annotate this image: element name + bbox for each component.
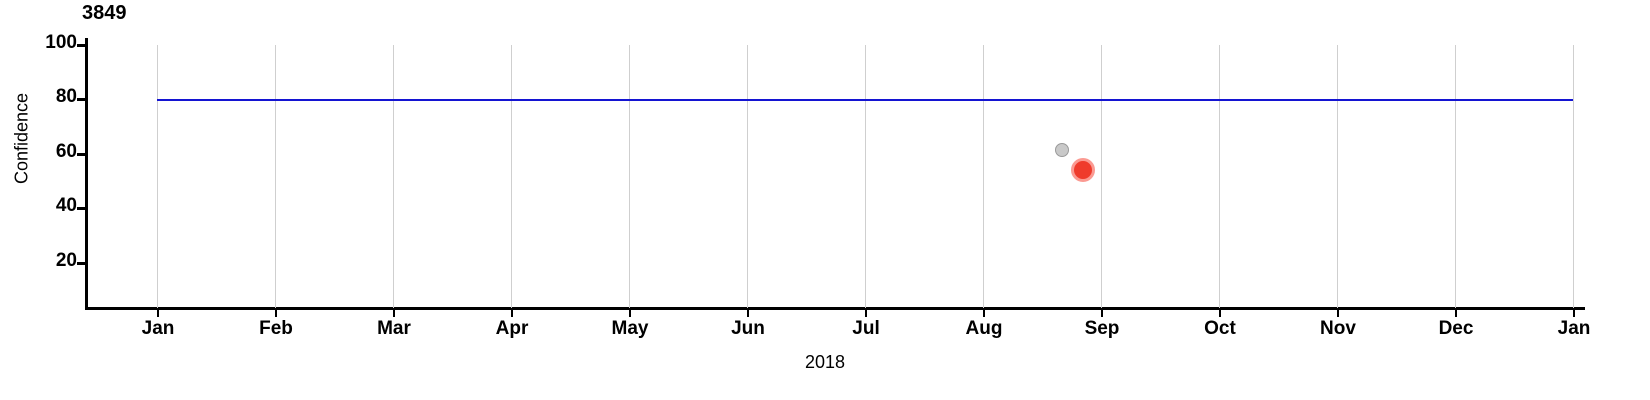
gridline [275, 45, 276, 308]
gray-data-point[interactable] [1055, 143, 1069, 157]
x-tick-label: Jan [1557, 318, 1591, 339]
x-tick-label: Sep [1084, 318, 1120, 339]
x-axis-spine [85, 307, 1585, 310]
y-axis-spine [85, 38, 88, 310]
threshold-line [157, 99, 1573, 101]
x-tick-mark [157, 308, 159, 317]
x-axis-label: 2018 [804, 352, 846, 372]
gridline [865, 45, 866, 308]
x-tick-mark [1455, 308, 1457, 317]
y-tick-mark [77, 98, 85, 101]
chart-title: 3849 [82, 2, 127, 24]
gridline [1101, 45, 1102, 308]
gridline [1337, 45, 1338, 308]
gridline [1455, 45, 1456, 308]
x-tick-label: Aug [965, 318, 1003, 339]
y-tick-label: 60 [55, 141, 77, 162]
gridline [393, 45, 394, 308]
y-tick-mark [77, 153, 85, 156]
x-tick-label: Feb [259, 318, 293, 339]
red-data-point[interactable] [1071, 158, 1095, 182]
x-tick-label: Jan [141, 318, 175, 339]
y-tick-label: 20 [55, 250, 77, 271]
gridline [1219, 45, 1220, 308]
x-tick-label: Apr [495, 318, 529, 339]
x-tick-mark [511, 308, 513, 317]
y-tick-label: 80 [55, 86, 77, 107]
x-tick-mark [747, 308, 749, 317]
gridline [629, 45, 630, 308]
gridline [747, 45, 748, 308]
x-tick-mark [1101, 308, 1103, 317]
x-tick-mark [1573, 308, 1575, 317]
x-tick-label: Mar [377, 318, 411, 339]
x-tick-label: Dec [1438, 318, 1474, 339]
x-tick-mark [629, 308, 631, 317]
gridline [983, 45, 984, 308]
x-tick-mark [1337, 308, 1339, 317]
x-tick-mark [393, 308, 395, 317]
y-tick-label: 100 [45, 32, 77, 53]
x-tick-mark [275, 308, 277, 317]
x-tick-label: Oct [1204, 318, 1236, 339]
gridline [1573, 45, 1574, 308]
x-tick-label: Jul [852, 318, 880, 339]
x-tick-mark [865, 308, 867, 317]
x-tick-label: Jun [731, 318, 765, 339]
y-tick-mark [77, 44, 85, 47]
gridline [157, 45, 158, 308]
y-tick-label: 40 [55, 195, 77, 216]
x-tick-label: May [611, 318, 649, 339]
x-tick-mark [983, 308, 985, 317]
y-tick-mark [77, 207, 85, 210]
x-tick-mark [1219, 308, 1221, 317]
gridline [511, 45, 512, 308]
y-tick-mark [77, 262, 85, 265]
x-tick-label: Nov [1320, 318, 1356, 339]
